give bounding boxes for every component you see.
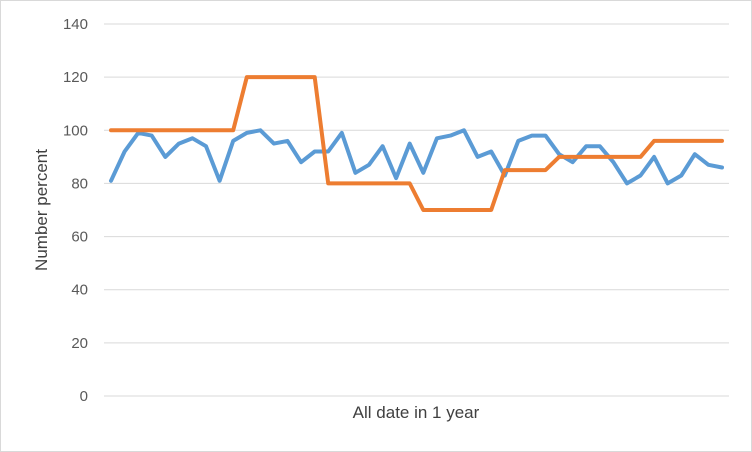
y-axis-title: Number percent	[32, 149, 51, 271]
y-tick-label: 80	[71, 175, 88, 192]
data-series	[109, 75, 724, 212]
y-tick-label: 140	[63, 16, 88, 33]
gridlines	[104, 23, 729, 397]
series-line-2	[109, 75, 724, 212]
y-tick-label: 40	[71, 282, 88, 299]
x-axis-title: All date in 1 year	[353, 403, 480, 422]
y-tick-label: 20	[71, 335, 88, 352]
y-axis-tick-labels: 0 20 40 60 80 100 120 140	[63, 16, 88, 405]
y-tick-label: 60	[71, 229, 88, 246]
y-tick-label: 120	[63, 69, 88, 86]
y-tick-label: 0	[80, 388, 88, 405]
series-line-1	[109, 128, 724, 186]
y-tick-label: 100	[63, 122, 88, 139]
